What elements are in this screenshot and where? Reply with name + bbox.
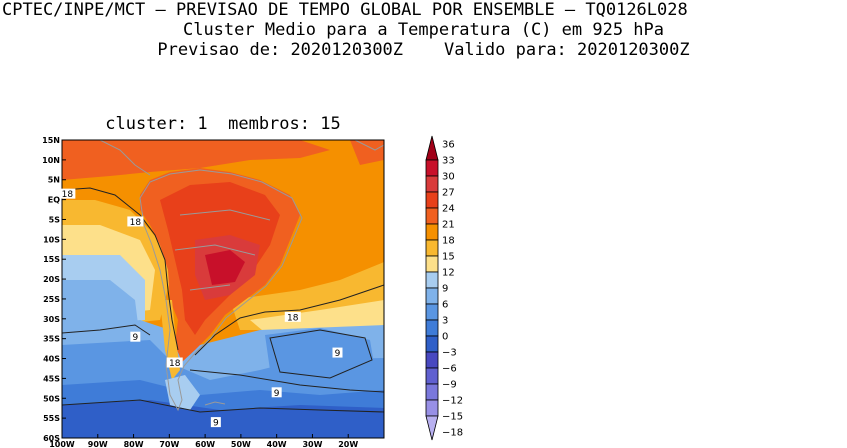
contour-label: 9 [132, 333, 138, 343]
contour-label: 18 [130, 218, 142, 228]
colorbar-swatch [425, 287, 439, 305]
colorbar-label: 9 [442, 284, 448, 295]
colorbar-label: −3 [442, 348, 457, 359]
lon-tick-label: 90W [88, 440, 108, 448]
lat-tick-label: 50S [43, 394, 60, 403]
contour-label: 9 [213, 419, 219, 429]
colorbar-label: 21 [442, 220, 455, 231]
colorbar-label: 24 [442, 204, 455, 215]
colorbar-swatch [425, 223, 439, 241]
contour-label: 18 [62, 190, 74, 200]
lon-tick-label: 60W [195, 440, 215, 448]
colorbar-label: −18 [442, 428, 463, 439]
lat-tick-label: 15N [42, 136, 60, 145]
colorbar-cap-top [425, 135, 439, 161]
colorbar-label: 6 [442, 300, 448, 311]
colorbar-swatch [425, 335, 439, 353]
field-24-north [62, 140, 330, 180]
lon-tick-label: 70W [159, 440, 179, 448]
map-frame [61, 139, 385, 439]
contour-label: 18 [287, 313, 299, 323]
lon-tick-label: 30W [302, 440, 322, 448]
colorbar-swatch [425, 175, 439, 193]
colorbar-label: 30 [442, 172, 455, 183]
chart-header-line2: Cluster Medio para a Temperatura (C) em … [182, 20, 665, 40]
colorbar-label: 15 [442, 252, 455, 263]
contour-label: 9 [274, 389, 280, 399]
map-field [62, 140, 384, 438]
contour-label-box [284, 311, 301, 322]
contour-label-box [210, 417, 221, 428]
colorbar-label: −12 [442, 396, 463, 407]
colorbar-swatch [425, 303, 439, 321]
lat-tick-label: 55S [43, 414, 60, 423]
contour-label: 9 [335, 349, 341, 359]
contour-lines [62, 187, 384, 413]
lon-tick-label: 40W [267, 440, 287, 448]
contour-label-box [59, 188, 76, 199]
contour-label-box [130, 331, 141, 342]
lat-tick-label: 60S [43, 434, 60, 443]
contour-label-box [166, 357, 183, 368]
colorbar-swatch [425, 207, 439, 225]
lat-tick-label: 25S [43, 295, 60, 304]
coastlines [99, 140, 384, 412]
lat-tick-label: 30S [43, 315, 60, 324]
colorbar-label: −9 [442, 380, 457, 391]
colorbar-label: 3 [442, 316, 448, 327]
colorbar-label: 33 [442, 156, 455, 167]
colorbar-cap-bottom [425, 415, 439, 441]
colorbar-swatch [425, 239, 439, 257]
colorbar-swatch [425, 367, 439, 385]
colorbar-swatch [425, 255, 439, 273]
colorbar-swatch [425, 159, 439, 177]
colorbar-swatch [425, 351, 439, 369]
contour-label-box [332, 347, 343, 358]
chart-header-line3: Previsao de: 2020120300Z Valido para: 20… [157, 40, 690, 60]
colorbar-label: 12 [442, 268, 455, 279]
colorbar-label: −15 [442, 412, 463, 423]
colorbar-swatch [425, 319, 439, 337]
lat-tick-label: 35S [43, 335, 60, 344]
lat-tick-label: 15S [43, 255, 60, 264]
map-subtitle: cluster: 1 membros: 15 [105, 114, 341, 134]
lat-tick-label: 10S [43, 235, 60, 244]
lon-tick-label: 20W [338, 440, 358, 448]
colorbar-label: 18 [442, 236, 455, 247]
lat-tick-label: 5N [48, 176, 60, 185]
contour-label-box [127, 216, 144, 227]
contour-label-box [271, 387, 282, 398]
lat-tick-label: 20S [43, 275, 60, 284]
chart-header-line1: CPTEC/INPE/MCT – PREVISAO DE TEMPO GLOBA… [2, 0, 688, 20]
map-axes: 15N 10N 5N EQ 5S 10S 15S 20S 25S 30S 35S 40S 45S 50S 5… [42, 136, 358, 448]
contour-label-group: 18 18 18 18 9 9 9 9 [59, 188, 343, 429]
colorbar-swatch [425, 383, 439, 401]
colorbar-swatch [425, 271, 439, 289]
lat-tick-label: 40S [43, 355, 60, 364]
colorbar-label: 27 [442, 188, 455, 199]
lon-tick-label: 50W [231, 440, 251, 448]
lat-tick-label: 45S [43, 374, 60, 383]
colorbar-label: −6 [442, 364, 457, 375]
colorbar-label: 36 [442, 140, 455, 151]
colorbar-label: 0 [442, 332, 448, 343]
lat-tick-label: 5S [49, 215, 61, 224]
lat-tick-label: EQ [48, 196, 60, 205]
colorbar-swatch [425, 399, 439, 417]
contour-label: 18 [169, 359, 181, 369]
colorbar-swatch [425, 191, 439, 209]
lon-tick-label: 100W [49, 440, 75, 448]
lon-tick-label: 80W [124, 440, 144, 448]
lat-tick-label: 10N [42, 156, 60, 165]
